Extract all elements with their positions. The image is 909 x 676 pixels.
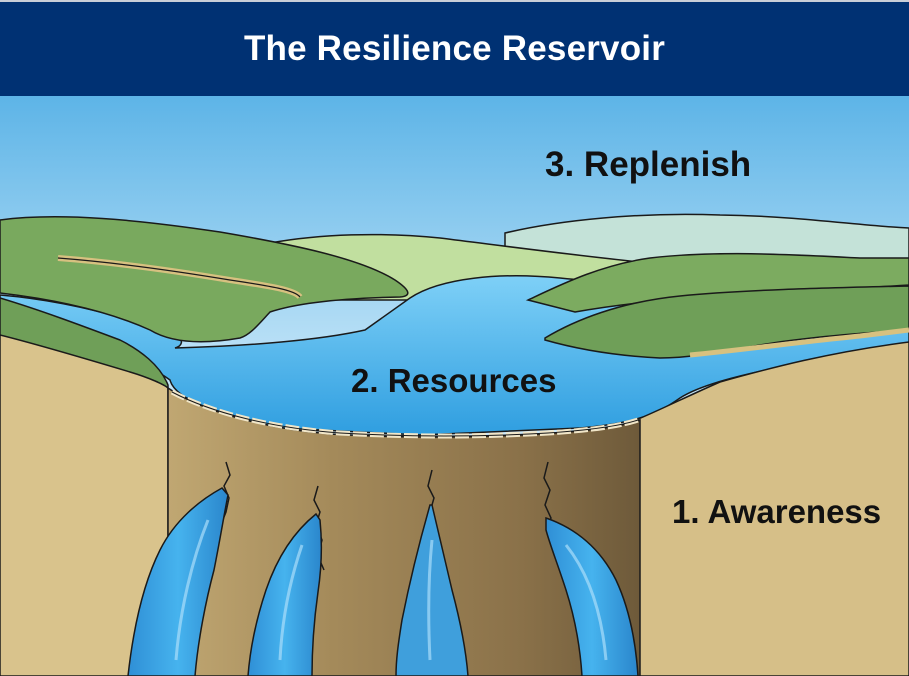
right-cliff (635, 341, 909, 676)
waterfall-icon (247, 512, 323, 676)
reservoir-illustration-icon (0, 96, 909, 676)
shoreline (689, 327, 909, 358)
label-awareness: 1. Awareness (672, 493, 882, 530)
title-bar: The Resilience Reservoir (0, 0, 909, 96)
label-replenish: 3. Replenish (545, 145, 752, 184)
shoreline (57, 257, 301, 298)
label-resources: 2. Resources (351, 362, 557, 399)
left-cliff (0, 334, 169, 676)
left-hill (0, 216, 409, 343)
page-title: The Resilience Reservoir (243, 29, 666, 68)
crack (221, 461, 231, 523)
